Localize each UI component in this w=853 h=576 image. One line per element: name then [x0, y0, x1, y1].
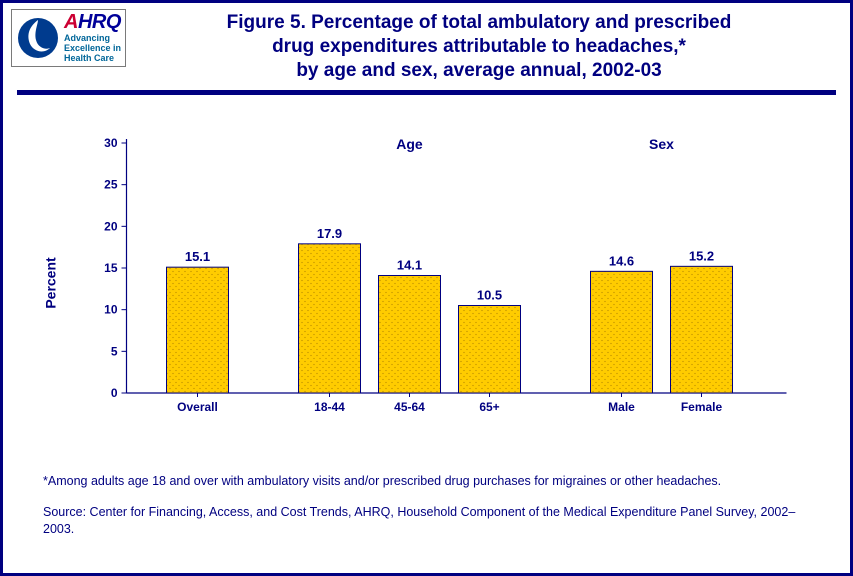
- header: AHRQ Advancing Excellence in Health Care…: [3, 3, 850, 82]
- y-axis-label: Percent: [43, 258, 59, 309]
- ahrq-tagline-3: Health Care: [64, 54, 121, 64]
- bar-value-label: 17.9: [317, 226, 342, 241]
- bar-chart: 0 5 10 15 20 25 30 15.1 Overall 17.9 18-44 14.1 45-6…: [63, 123, 810, 443]
- bar: [299, 244, 361, 393]
- bar: [591, 272, 653, 394]
- bar: [379, 276, 441, 394]
- bar: [167, 267, 229, 393]
- bar-value-label: 14.6: [609, 254, 634, 269]
- footnote-text: *Among adults age 18 and over with ambul…: [43, 473, 810, 490]
- bar-value-label: 15.1: [185, 249, 210, 264]
- figure-title: Figure 5. Percentage of total ambulatory…: [126, 9, 840, 82]
- bar-value-label: 14.1: [397, 258, 422, 273]
- category-label: 65+: [479, 400, 499, 414]
- svg-text:0: 0: [111, 386, 118, 400]
- bar-value-label: 15.2: [689, 249, 714, 264]
- ahrq-letters: AHRQ: [64, 12, 121, 32]
- category-label: Overall: [177, 400, 218, 414]
- svg-text:15: 15: [104, 261, 118, 275]
- footnotes: *Among adults age 18 and over with ambul…: [43, 473, 810, 538]
- title-line-1: Figure 5. Percentage of total ambulatory…: [227, 12, 732, 33]
- group-label: Sex: [649, 136, 674, 152]
- title-line-2: drug expenditures attributable to headac…: [272, 36, 686, 57]
- bar: [459, 306, 521, 394]
- bar-value-label: 10.5: [477, 288, 502, 303]
- svg-text:5: 5: [111, 345, 118, 359]
- svg-text:25: 25: [104, 178, 118, 192]
- hhs-logo-icon: [16, 16, 60, 60]
- group-label: Age: [396, 136, 423, 152]
- category-label: Female: [681, 400, 723, 414]
- figure-container: AHRQ Advancing Excellence in Health Care…: [0, 0, 853, 576]
- category-label: Male: [608, 400, 635, 414]
- svg-text:30: 30: [104, 136, 118, 150]
- ahrq-logo: AHRQ Advancing Excellence in Health Care: [64, 12, 121, 64]
- svg-text:10: 10: [104, 303, 118, 317]
- category-label: 45-64: [394, 400, 425, 414]
- chart-area: Percent 05101520253015.1Overall17.918-44…: [63, 123, 810, 443]
- bar: [671, 267, 733, 394]
- category-label: 18-44: [314, 400, 345, 414]
- logo-block: AHRQ Advancing Excellence in Health Care: [11, 9, 126, 67]
- title-line-3: by age and sex, average annual, 2002-03: [296, 60, 661, 81]
- source-text: Source: Center for Financing, Access, an…: [43, 504, 810, 538]
- divider: [17, 90, 836, 95]
- svg-text:20: 20: [104, 220, 118, 234]
